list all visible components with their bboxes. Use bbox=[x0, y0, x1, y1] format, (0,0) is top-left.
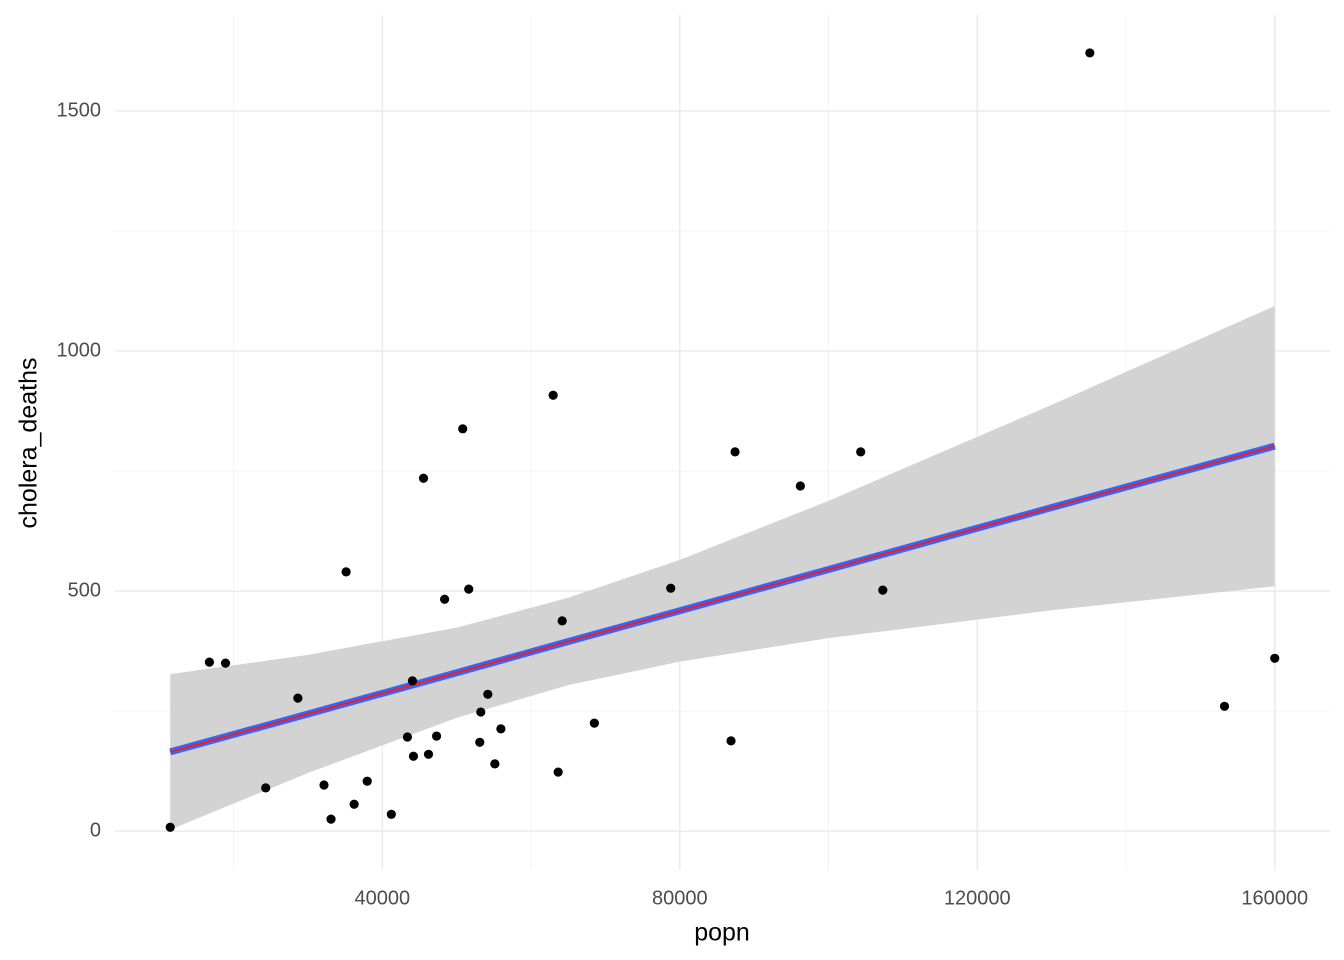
x-tick-label: 40000 bbox=[354, 887, 410, 909]
point bbox=[878, 585, 888, 595]
point bbox=[204, 657, 215, 667]
point bbox=[458, 424, 468, 434]
point bbox=[341, 567, 351, 577]
y-tick-label: 500 bbox=[68, 579, 101, 601]
point bbox=[856, 447, 866, 457]
y-tick-label: 1500 bbox=[57, 99, 102, 121]
point bbox=[464, 584, 474, 594]
point bbox=[666, 583, 676, 593]
point bbox=[730, 447, 740, 457]
point bbox=[1085, 48, 1095, 58]
point bbox=[319, 780, 329, 790]
marks bbox=[165, 48, 1280, 832]
point bbox=[795, 481, 805, 491]
point bbox=[362, 776, 372, 786]
point bbox=[726, 736, 736, 746]
point bbox=[431, 731, 442, 741]
point bbox=[408, 751, 419, 761]
x-tick-label: 160000 bbox=[1241, 887, 1308, 909]
point bbox=[483, 689, 493, 699]
confidence-band bbox=[170, 305, 1275, 830]
point bbox=[407, 676, 418, 686]
y-tick-label: 1000 bbox=[57, 339, 102, 361]
point bbox=[326, 814, 336, 824]
y-axis-title: cholera_deaths bbox=[15, 358, 43, 529]
point bbox=[589, 718, 599, 728]
point bbox=[557, 616, 567, 626]
point bbox=[440, 594, 450, 604]
point bbox=[1270, 653, 1280, 663]
x-axis-title: popn bbox=[694, 919, 750, 947]
x-tick-label: 120000 bbox=[944, 887, 1011, 909]
point bbox=[423, 749, 434, 759]
point bbox=[548, 390, 558, 400]
point bbox=[476, 707, 486, 717]
point bbox=[402, 732, 413, 742]
x-tick-label: 80000 bbox=[652, 887, 708, 909]
point bbox=[1219, 701, 1230, 711]
point bbox=[490, 759, 500, 769]
point bbox=[349, 799, 359, 809]
point bbox=[496, 724, 506, 734]
point bbox=[220, 658, 231, 668]
fit-line bbox=[169, 445, 1276, 753]
point bbox=[475, 737, 485, 747]
y-tick-label: 0 bbox=[90, 819, 101, 841]
point bbox=[553, 767, 563, 777]
point bbox=[418, 473, 429, 483]
point bbox=[165, 822, 175, 832]
point bbox=[261, 783, 271, 793]
point bbox=[293, 693, 303, 703]
point bbox=[386, 809, 396, 819]
